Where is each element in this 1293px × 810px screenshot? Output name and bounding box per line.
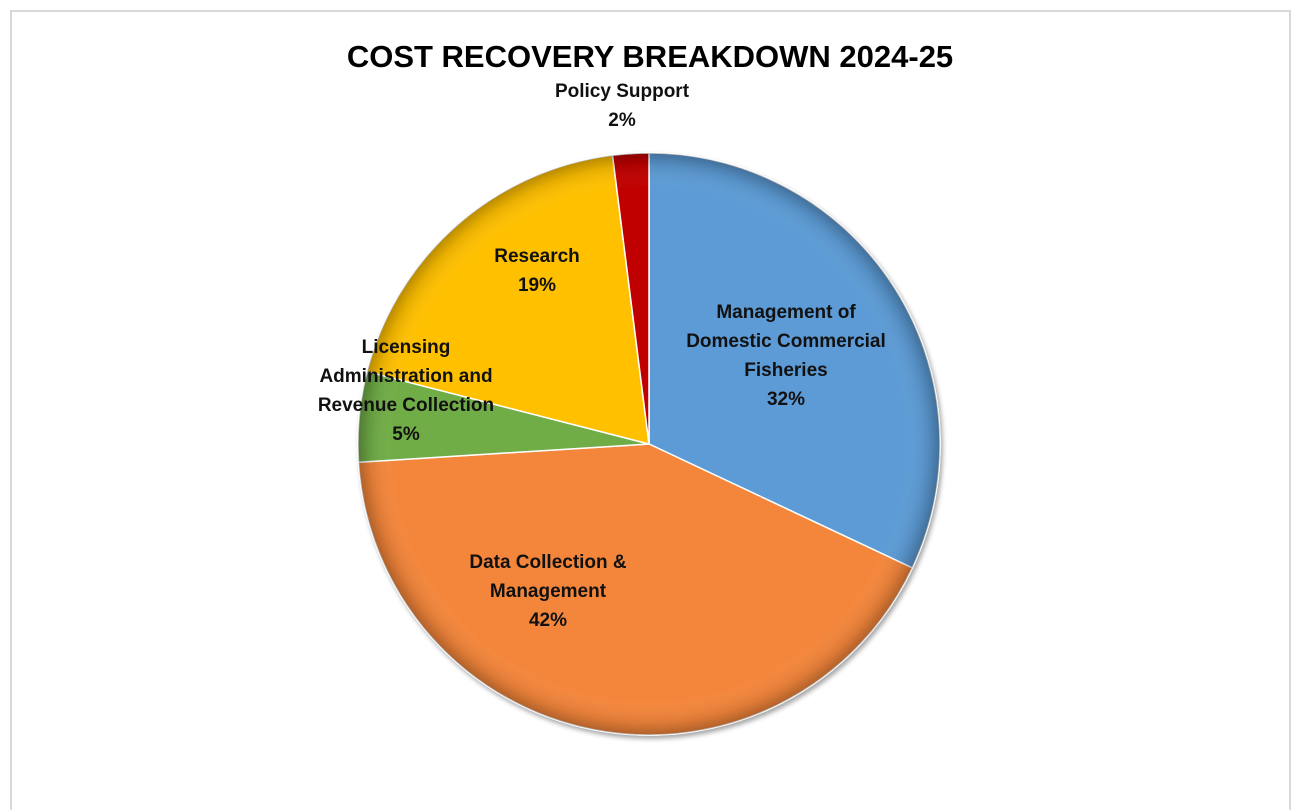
- slice-category-label: Fisheries: [744, 360, 827, 381]
- slice-category-label: Data Collection &: [469, 552, 627, 573]
- slice-data-label: Policy Support 2%: [555, 81, 690, 131]
- slice-percent-label: 42%: [529, 610, 567, 631]
- slice-percent-label: 32%: [767, 389, 805, 410]
- slice-data-label: Research 19%: [494, 246, 580, 296]
- slice-data-label: Management of Domestic Commercial Fisherie…: [686, 302, 886, 410]
- slice-category-label: Administration and: [319, 366, 492, 387]
- slice-data-label: Licensing Administration and Revenue Colle…: [318, 337, 494, 445]
- slice-category-label: Policy Support: [555, 81, 690, 102]
- slice-percent-label: 2%: [608, 110, 636, 131]
- slice-category-label: Research: [494, 246, 580, 267]
- slice-data-label: Data Collection & Management 42%: [469, 552, 627, 631]
- slice-percent-label: 19%: [518, 275, 556, 296]
- slice-category-label: Management: [490, 581, 607, 602]
- pie-slices: [357, 152, 941, 736]
- chart-title: COST RECOVERY BREAKDOWN 2024-25: [347, 39, 953, 74]
- slice-category-label: Licensing: [362, 337, 451, 358]
- slice-category-label: Management of: [716, 302, 856, 323]
- slice-category-label: Domestic Commercial: [686, 331, 886, 352]
- pie-labels: Management of Domestic Commercial Fisherie…: [318, 81, 886, 631]
- slice-category-label: Revenue Collection: [318, 395, 494, 416]
- slice-percent-label: 5%: [392, 424, 420, 445]
